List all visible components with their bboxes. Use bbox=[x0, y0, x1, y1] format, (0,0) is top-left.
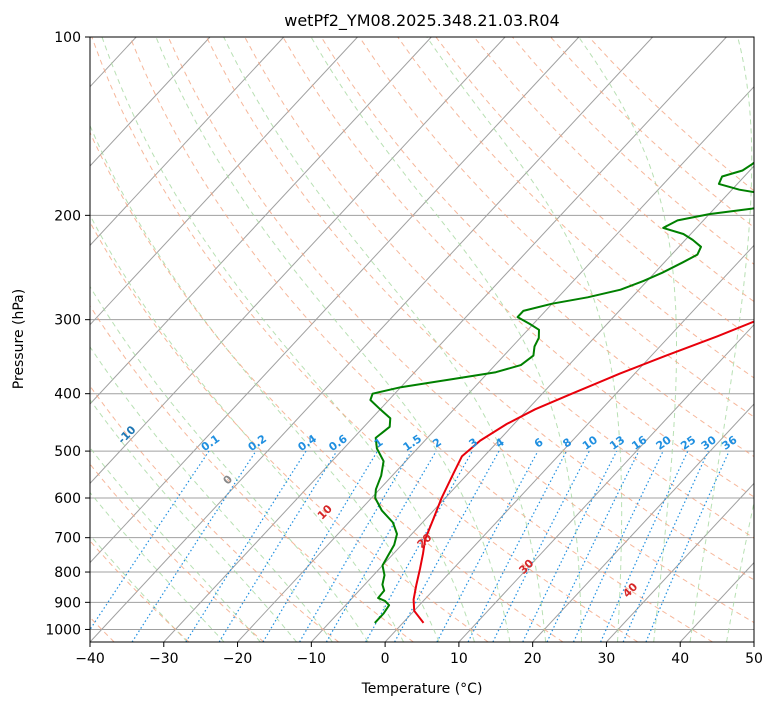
dry-adiabat-line bbox=[90, 304, 414, 642]
mixing-ratio-line bbox=[365, 450, 473, 642]
isotherm-line bbox=[90, 37, 211, 167]
dry-adiabat-line bbox=[90, 463, 265, 642]
plot-background bbox=[90, 37, 754, 642]
mixing-ratio-line bbox=[492, 450, 590, 642]
moist-adiabats bbox=[90, 37, 754, 642]
y-tick-label: 600 bbox=[54, 491, 81, 507]
moist-adiabat-line bbox=[426, 37, 623, 642]
x-axis-ticks: −40 −30 −20 −10 0 10 20 30 40 50 bbox=[75, 642, 763, 667]
mixing-ratio-line bbox=[394, 450, 500, 642]
chart-title: wetPf2_YM08.2025.348.21.03.R04 bbox=[284, 11, 559, 31]
y-tick-label: 1000 bbox=[45, 622, 81, 638]
isotherm-line bbox=[310, 165, 754, 642]
y-tick-label: 100 bbox=[54, 30, 81, 46]
mixing-ratio-line bbox=[436, 450, 539, 642]
x-tick-label: −40 bbox=[75, 651, 105, 667]
moist-adiabat-line bbox=[90, 398, 297, 642]
isotherm-line bbox=[90, 37, 285, 247]
moist-adiabat-line bbox=[155, 37, 511, 642]
dry-adiabat-line bbox=[320, 37, 754, 458]
moist-adiabat-line bbox=[101, 37, 475, 642]
plot-frame bbox=[89, 36, 755, 643]
mixing-ratio-line bbox=[185, 450, 307, 642]
mixing-ratio-line bbox=[131, 450, 257, 642]
x-tick-label: −10 bbox=[297, 651, 327, 667]
dry-adiabat-line bbox=[91, 37, 639, 642]
isotherm-line bbox=[237, 85, 754, 642]
y-tick-label: 200 bbox=[54, 208, 81, 224]
y-tick-label: 900 bbox=[54, 595, 81, 611]
y-tick-label: 800 bbox=[54, 565, 81, 581]
plot-area bbox=[90, 37, 754, 642]
x-tick-label: 30 bbox=[598, 651, 616, 667]
dry-adiabat-line bbox=[90, 221, 489, 642]
isotherm-line bbox=[606, 482, 754, 642]
dry-adiabats bbox=[90, 37, 754, 642]
isotherm-line bbox=[384, 244, 754, 642]
x-tick-label: −30 bbox=[149, 651, 179, 667]
x-tick-label: 10 bbox=[450, 651, 468, 667]
temperature-profile-line bbox=[412, 320, 754, 624]
dry-adiabat-line bbox=[129, 37, 713, 642]
y-tick-label: 500 bbox=[54, 444, 81, 460]
moist-adiabat-line bbox=[90, 534, 188, 642]
moist-adiabat-line bbox=[578, 37, 677, 642]
isotherm-line bbox=[458, 323, 754, 642]
dry-adiabat-line bbox=[282, 37, 754, 498]
x-tick-label: 0 bbox=[381, 651, 390, 667]
mixing-ratio-line bbox=[522, 450, 618, 642]
moist-adiabat-line bbox=[90, 285, 369, 642]
moist-adiabat-line bbox=[689, 37, 753, 642]
isotherm-line bbox=[90, 37, 580, 564]
isotherm-line bbox=[163, 37, 727, 642]
x-axis-label: Temperature (°C) bbox=[361, 681, 483, 697]
dry-adiabat-line bbox=[167, 37, 754, 624]
dewpoint-profile-line bbox=[369, 161, 754, 624]
x-tick-label: 20 bbox=[524, 651, 542, 667]
x-tick-label: 50 bbox=[745, 651, 763, 667]
profile-series bbox=[369, 161, 754, 624]
isotherm-line bbox=[90, 37, 358, 326]
moist-adiabat-line bbox=[90, 214, 405, 642]
mixing-ratio-line bbox=[90, 450, 210, 631]
moist-adiabat-line bbox=[90, 491, 225, 642]
y-tick-label: 400 bbox=[54, 387, 81, 403]
x-tick-label: 40 bbox=[671, 651, 689, 667]
y-axis-ticks: 100 200 300 400 500 600 700 800 900 1000 bbox=[45, 30, 90, 638]
moist-adiabat-line bbox=[90, 124, 440, 642]
mixing-ratio-line bbox=[645, 450, 730, 642]
isotherm-line bbox=[90, 37, 506, 485]
isotherm-line bbox=[532, 403, 754, 642]
isotherm-line bbox=[90, 37, 432, 405]
grid-lines bbox=[90, 37, 754, 642]
mixing-ratio-lines bbox=[90, 450, 730, 642]
dry-adiabat-line bbox=[90, 131, 564, 642]
mixing-ratio-line bbox=[218, 450, 338, 642]
y-tick-label: 300 bbox=[54, 313, 81, 329]
isotherm-line bbox=[90, 37, 654, 642]
moist-adiabat-line bbox=[90, 446, 261, 642]
x-tick-label: −20 bbox=[223, 651, 253, 667]
dry-adiabat-line bbox=[435, 37, 754, 341]
mixing-ratio-line bbox=[622, 450, 709, 642]
y-tick-label: 700 bbox=[54, 531, 81, 547]
y-axis-label: Pressure (hPa) bbox=[11, 289, 27, 389]
